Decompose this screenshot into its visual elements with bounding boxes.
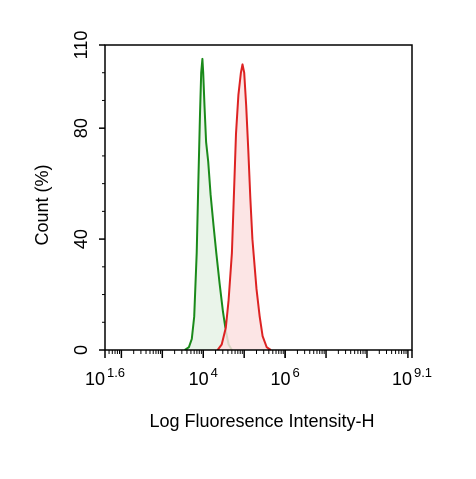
x-tick-label-exponent: 9.1 [414,365,432,380]
x-tick-label: 10 6 [270,365,299,389]
x-tick-label: 10 4 [189,365,218,389]
x-tick-label-exponent: 4 [211,365,218,380]
y-tick-label: 80 [71,118,91,138]
y-tick-label: 110 [71,31,91,60]
y-axis-label: Count (%) [32,164,52,245]
histogram-line-2 [216,63,272,351]
axis-layer [99,44,413,358]
x-tick-label: 10 1.6 [85,365,125,389]
x-tick-label-base: 10 [85,369,105,389]
x-tick-label: 10 9.1 [392,365,432,389]
plot-frame [104,44,413,351]
x-tick-label-exponent: 1.6 [107,365,125,380]
x-tick-label-base: 10 [189,369,209,389]
x-tick-label-base: 10 [270,369,290,389]
histogram-series-layer [184,57,272,351]
histogram-line-1 [184,57,233,351]
y-tick-label: 40 [71,229,91,249]
x-axis-label: Log Fluoresence Intensity-H [149,411,374,431]
x-tick-label-base: 10 [392,369,412,389]
y-tick-label: 0 [71,345,91,355]
x-tick-label-exponent: 6 [293,365,300,380]
